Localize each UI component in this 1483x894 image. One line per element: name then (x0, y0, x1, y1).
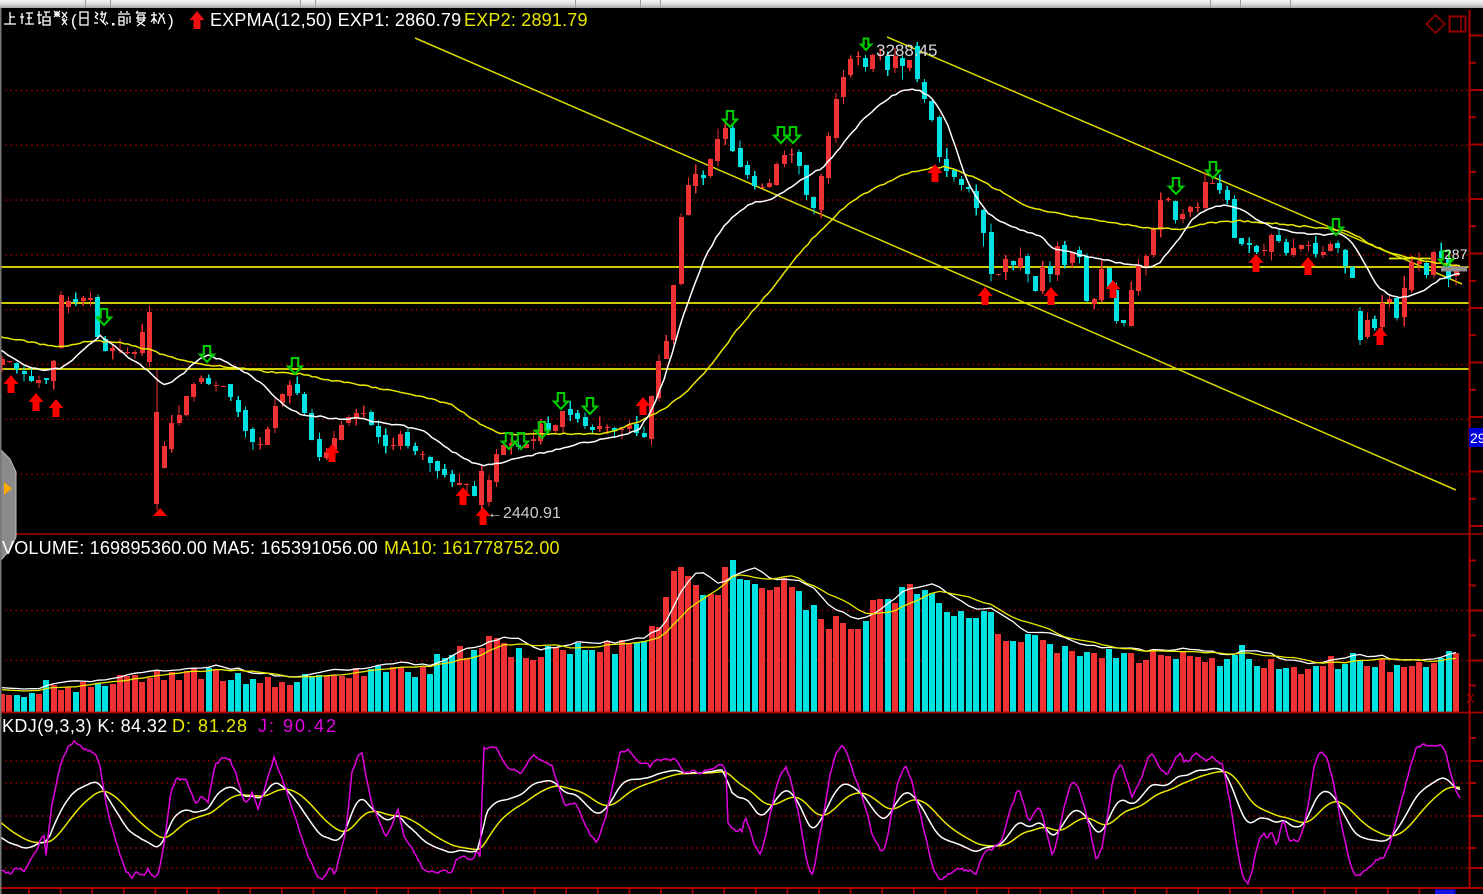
svg-text:KDJ(9,3,3) K: 84.32: KDJ(9,3,3) K: 84.32 (2, 716, 168, 736)
svg-text:MA10: 161778752.00: MA10: 161778752.00 (384, 538, 560, 558)
svg-text:EXP2: 2891.79: EXP2: 2891.79 (464, 10, 588, 30)
svg-text:): ) (168, 11, 174, 30)
svg-text:D: 81.28: D: 81.28 (172, 716, 248, 736)
svg-text:287: 287 (1444, 246, 1468, 262)
svg-text:VOLUME: 169895360.00 MA5: 165: VOLUME: 169895360.00 MA5: 165391056.00 (2, 538, 378, 558)
svg-text:X: X (1466, 691, 1475, 706)
svg-text:EXPMA(12,50) EXP1: 2860.79: EXPMA(12,50) EXP1: 2860.79 (210, 10, 461, 30)
svg-text:←2440.91: ←2440.91 (487, 505, 561, 522)
svg-text:J: 90.42: J: 90.42 (258, 716, 338, 736)
svg-text:(: ( (71, 11, 77, 30)
svg-text:3288.45: 3288.45 (876, 41, 937, 60)
svg-text:29: 29 (1470, 430, 1483, 446)
